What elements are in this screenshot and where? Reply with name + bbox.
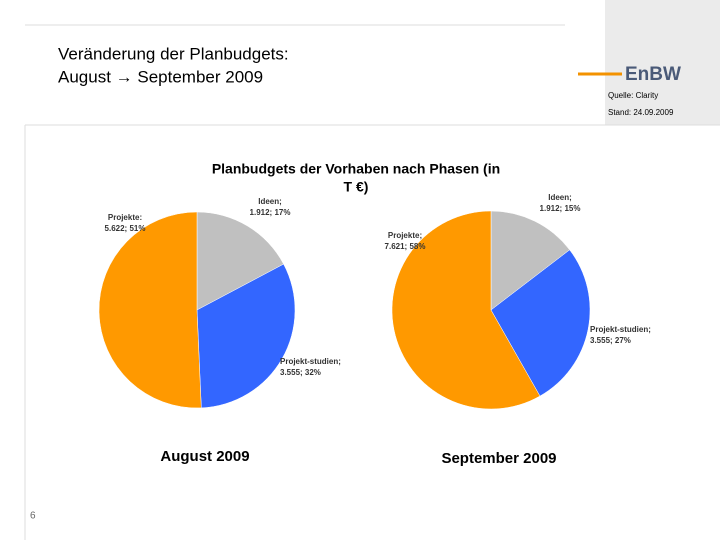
pie-slice (98, 211, 202, 409)
pie-slice (196, 263, 296, 409)
slice-category: Ideen; (258, 197, 282, 206)
pie-title: August 2009 (160, 448, 249, 465)
page-number: 6 (30, 511, 36, 522)
slice-category: Projekte; (388, 231, 422, 240)
data-label: 1.912; 17% (250, 208, 291, 217)
slice-category: Projekt-studien; (280, 357, 341, 366)
date: Stand: 24.09.2009 (608, 108, 674, 117)
data-label: 3.555; 27% (590, 336, 631, 345)
data-label: 1.912; 15% (540, 204, 581, 213)
data-label: 5.622; 51% (105, 224, 146, 233)
pie-slice (490, 249, 591, 397)
data-label: 7.621; 58% (385, 242, 426, 251)
slice-category: Projekt-studien; (590, 325, 651, 334)
header: Veränderung der Planbudgets: (58, 44, 289, 63)
pie-title: September 2009 (441, 450, 556, 467)
pie-slice (391, 210, 541, 410)
header: August → September 2009 (58, 67, 263, 86)
slice-category: Ideen; (548, 193, 572, 202)
chart-title: Planbudgets der Vorhaben nach Phasen (in (212, 161, 500, 177)
corner-panel (605, 0, 720, 125)
pie-slice (490, 210, 570, 311)
logo: EnBW (625, 64, 681, 85)
chart-title: T €) (344, 179, 369, 195)
data-label: 3.555; 32% (280, 368, 321, 377)
source: Quelle: Clarity (608, 91, 658, 100)
slice-category: Projekte: (108, 213, 142, 222)
pie-slice (196, 211, 284, 311)
